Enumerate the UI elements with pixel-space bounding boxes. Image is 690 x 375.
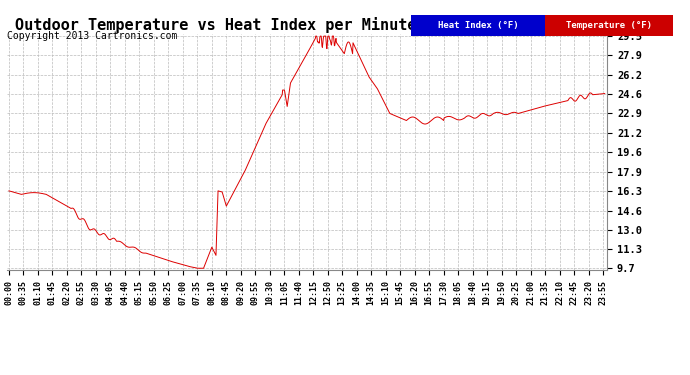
Text: Temperature (°F): Temperature (°F) bbox=[566, 21, 652, 30]
Text: Heat Index (°F): Heat Index (°F) bbox=[437, 21, 518, 30]
Text: Copyright 2013 Cartronics.com: Copyright 2013 Cartronics.com bbox=[7, 32, 177, 41]
Title: Outdoor Temperature vs Heat Index per Minute (24 Hours) 20130126: Outdoor Temperature vs Heat Index per Mi… bbox=[15, 16, 599, 33]
